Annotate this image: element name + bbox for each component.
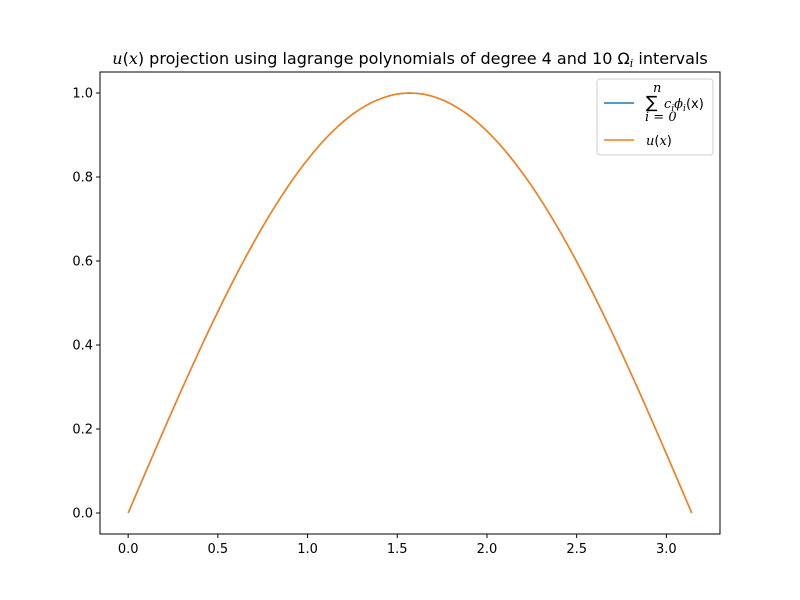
legend-sum-term: ciϕi(x): [664, 97, 704, 114]
y-tick-label: 0.0: [72, 507, 93, 522]
y-tick-label: 0.4: [72, 339, 93, 354]
x-tick-label: 0.5: [208, 542, 229, 557]
legend-label-sum: ∑: [646, 93, 658, 113]
y-tick-label: 0.2: [72, 423, 93, 438]
y-tick-label: 0.8: [72, 171, 93, 186]
x-tick-label: 1.5: [387, 542, 408, 557]
y-axis: 0.0 0.2 0.4 0.6 0.8 1.0: [72, 87, 100, 522]
plot-area: [127, 92, 693, 514]
x-tick-label: 1.0: [297, 542, 318, 557]
y-tick-label: 0.6: [72, 255, 93, 270]
y-tick-label: 1.0: [72, 87, 93, 102]
x-axis: 0.0 0.5 1.0 1.5 2.0 2.5 3.0: [118, 534, 677, 557]
legend: ∑ n i = 0 ciϕi(x) u(x): [596, 78, 714, 156]
legend-box: [596, 78, 714, 156]
x-tick-label: 2.5: [566, 542, 587, 557]
legend-sum-bottom: i = 0: [645, 110, 677, 125]
series-line-u: [127, 92, 693, 514]
legend-label-u: u(x): [646, 134, 672, 149]
x-tick-label: 0.0: [118, 542, 139, 557]
chart-title: u(x) projection using lagrange polynomia…: [112, 49, 707, 70]
legend-sum-top: n: [653, 81, 661, 96]
x-tick-label: 3.0: [656, 542, 677, 557]
axes-frame: [99, 71, 721, 535]
x-tick-label: 2.0: [477, 542, 498, 557]
